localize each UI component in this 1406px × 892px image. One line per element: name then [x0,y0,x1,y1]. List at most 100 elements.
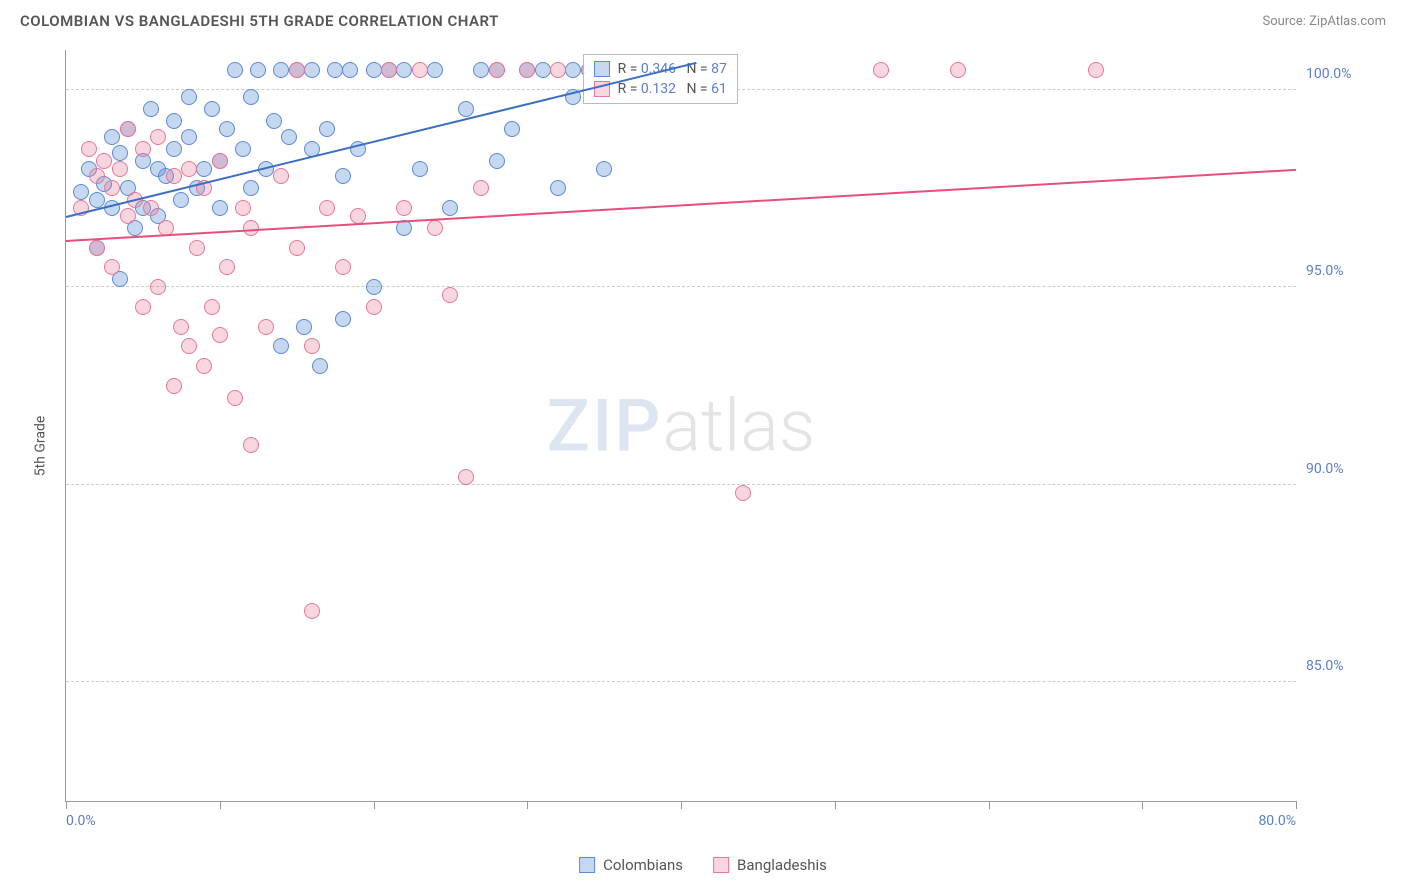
scatter-point [173,319,189,335]
grid-line [66,681,1296,682]
scatter-point [181,338,197,354]
scatter-point [212,153,228,169]
scatter-point [235,141,251,157]
x-tick [66,801,67,809]
plot-area: ZIPatlas 85.0%90.0%95.0%100.0%0.0%80.0%R… [65,50,1296,802]
stat-box: R = 0.346 N = 87 R = 0.132 N = 61 [583,54,738,104]
scatter-point [289,240,305,256]
scatter-point [312,358,328,374]
scatter-point [427,62,443,78]
scatter-point [135,141,151,157]
scatter-point [258,319,274,335]
scatter-point [243,437,259,453]
scatter-point [173,192,189,208]
scatter-point [250,62,266,78]
x-tick [989,801,990,809]
scatter-point [212,200,228,216]
scatter-point [112,161,128,177]
scatter-point [366,299,382,315]
scatter-point [143,101,159,117]
y-tick-label: 90.0% [1306,461,1376,477]
scatter-point [489,153,505,169]
scatter-point [350,208,366,224]
scatter-point [873,62,889,78]
legend-item: Bangladeshis [713,856,827,874]
scatter-point [266,113,282,129]
stat-text: R = 0.132 N = 61 [618,81,727,97]
stat-row: R = 0.346 N = 87 [594,59,727,79]
scatter-point [181,161,197,177]
scatter-point [166,378,182,394]
scatter-point [296,319,312,335]
scatter-point [81,141,97,157]
scatter-point [304,62,320,78]
x-tick [1142,801,1143,809]
legend-label: Bangladeshis [737,856,827,874]
scatter-point [143,200,159,216]
scatter-point [189,240,205,256]
scatter-point [366,62,382,78]
scatter-point [104,129,120,145]
legend-swatch [713,857,729,873]
scatter-point [335,168,351,184]
scatter-point [166,113,182,129]
scatter-point [519,62,535,78]
scatter-point [442,200,458,216]
scatter-point [458,469,474,485]
scatter-point [73,184,89,200]
scatter-point [150,279,166,295]
scatter-point [112,145,128,161]
scatter-point [219,259,235,275]
scatter-point [243,89,259,105]
scatter-point [204,101,220,117]
scatter-point [235,200,251,216]
scatter-point [489,62,505,78]
scatter-point [227,62,243,78]
scatter-point [104,259,120,275]
scatter-point [166,141,182,157]
x-tick [220,801,221,809]
x-tick [527,801,528,809]
scatter-point [304,603,320,619]
scatter-point [204,299,220,315]
watermark: ZIPatlas [547,383,816,468]
scatter-point [319,200,335,216]
y-tick-label: 95.0% [1306,263,1376,279]
scatter-point [366,279,382,295]
scatter-point [335,259,351,275]
scatter-point [442,287,458,303]
scatter-point [1088,62,1104,78]
scatter-point [273,338,289,354]
scatter-point [342,62,358,78]
scatter-point [243,220,259,236]
x-tick-label: 0.0% [66,813,96,829]
scatter-point [219,121,235,137]
scatter-point [381,62,397,78]
x-tick [374,801,375,809]
scatter-point [212,327,228,343]
scatter-point [735,485,751,501]
x-tick [835,801,836,809]
scatter-point [243,180,259,196]
scatter-point [458,101,474,117]
scatter-point [181,129,197,145]
scatter-point [550,180,566,196]
scatter-point [319,121,335,137]
scatter-point [273,62,289,78]
scatter-point [273,168,289,184]
bottom-legend: ColombiansBangladeshis [579,856,827,874]
scatter-point [166,168,182,184]
scatter-point [427,220,443,236]
chart-container: ZIPatlas 85.0%90.0%95.0%100.0%0.0%80.0%R… [50,50,1386,832]
scatter-point [135,299,151,315]
y-axis-label: 5th Grade [32,416,48,477]
scatter-point [550,62,566,78]
chart-title: COLOMBIAN VS BANGLADESHI 5TH GRADE CORRE… [20,12,499,30]
x-tick [681,801,682,809]
scatter-point [227,390,243,406]
chart-source: Source: ZipAtlas.com [1262,14,1386,29]
legend-swatch [579,857,595,873]
scatter-point [96,153,112,169]
watermark-light: atlas [662,383,815,468]
scatter-point [535,62,551,78]
